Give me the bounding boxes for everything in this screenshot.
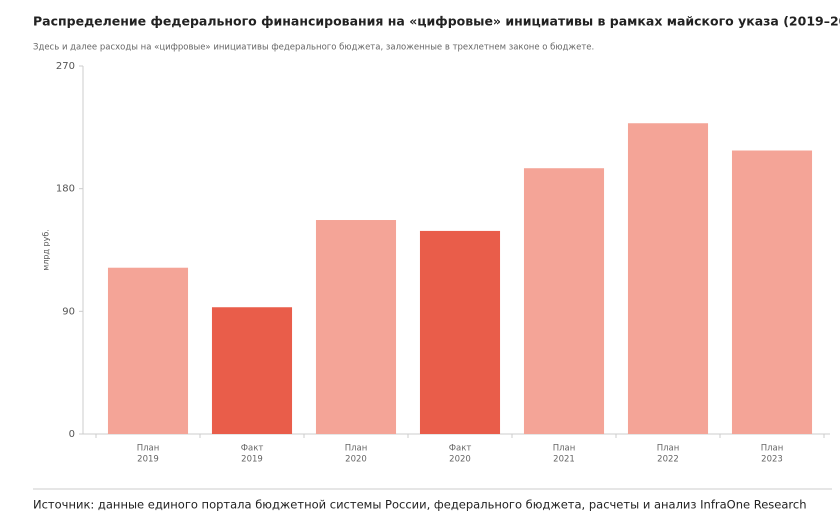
bar xyxy=(419,230,501,434)
bar xyxy=(211,307,293,434)
bar xyxy=(315,220,397,434)
bar xyxy=(627,123,709,434)
x-tick-label: 2021 xyxy=(553,455,575,465)
x-tick-label: План xyxy=(553,444,576,454)
bar xyxy=(107,267,189,434)
x-tick-label: 2020 xyxy=(449,455,471,465)
y-tick-label: 0 xyxy=(69,429,75,440)
y-tick-label: 180 xyxy=(56,184,75,195)
bar xyxy=(523,168,605,434)
x-tick-label: 2020 xyxy=(345,455,367,465)
y-tick-label: 90 xyxy=(62,306,75,317)
x-tick-label: 2019 xyxy=(137,455,159,465)
y-axis-label: млрд руб. xyxy=(42,229,51,271)
x-tick-label: 2022 xyxy=(657,455,679,465)
x-tick-label: План xyxy=(761,444,784,454)
x-tick-label: План xyxy=(137,444,160,454)
y-tick-label: 270 xyxy=(56,61,75,72)
x-tick-label: 2023 xyxy=(761,455,783,465)
bar xyxy=(731,150,813,434)
x-tick-label: План xyxy=(345,444,368,454)
x-tick-label: Факт xyxy=(449,444,472,454)
chart-title: Распределение федерального финансировани… xyxy=(33,14,840,29)
x-tick-label: Факт xyxy=(241,444,264,454)
x-tick-label: План xyxy=(657,444,680,454)
x-tick-label: 2019 xyxy=(241,455,263,465)
chart-subtitle: Здесь и далее расходы на «цифровые» иниц… xyxy=(33,43,594,53)
source-note: Источник: данные единого портала бюджетн… xyxy=(33,498,806,512)
